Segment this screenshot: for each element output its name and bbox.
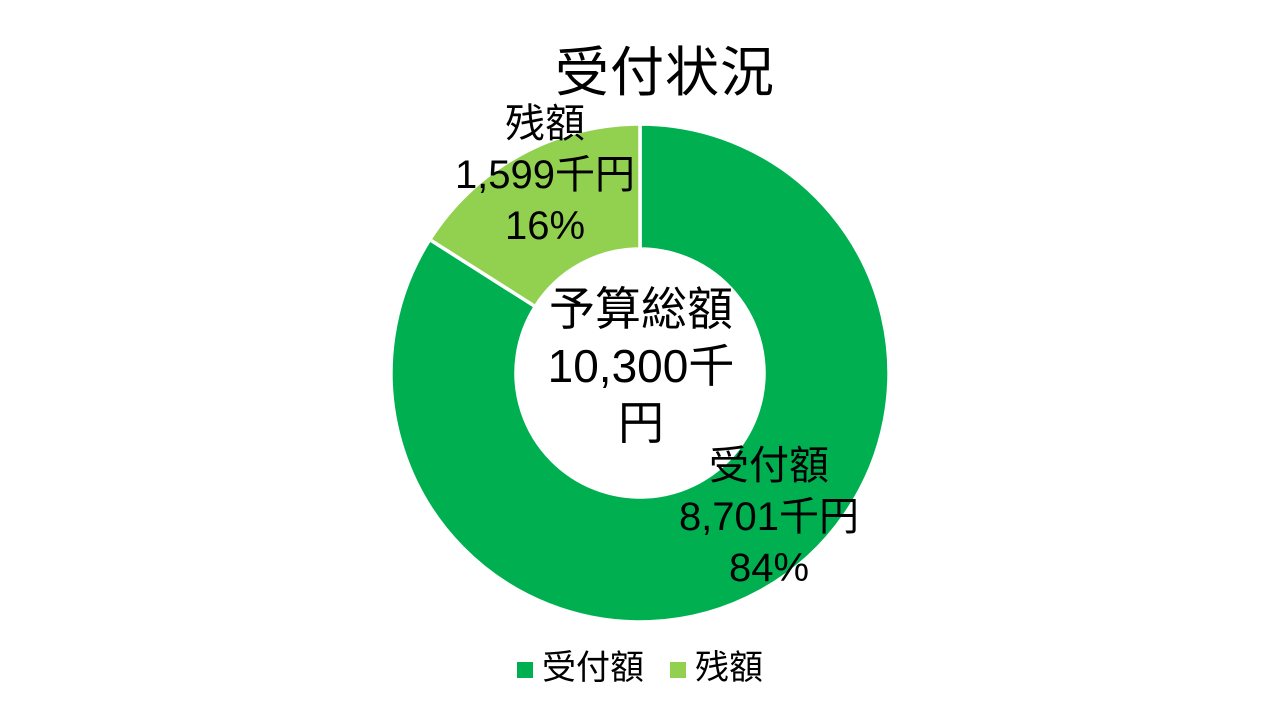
data-label-remaining-name: 残額 <box>505 102 585 146</box>
legend-swatch-remaining-icon <box>670 662 686 678</box>
donut-center-label: 予算総額 10,300千 円 <box>491 281 791 452</box>
legend-swatch-received-icon <box>517 662 533 678</box>
center-label-line1: 予算総額 <box>549 283 733 335</box>
data-label-received-value: 8,701千円 <box>678 495 860 539</box>
donut-slice-received[interactable] <box>389 122 891 624</box>
data-label-remaining-value: 1,599千円 <box>454 153 636 197</box>
legend-label-remaining: 残額 <box>695 649 763 687</box>
legend-item-remaining[interactable]: 残額 <box>670 648 763 688</box>
donut-slice-remaining[interactable] <box>428 122 642 309</box>
data-label-received-name: 受付額 <box>709 444 829 488</box>
chart-title: 受付状況 <box>555 43 775 103</box>
data-label-remaining-percent: 16% <box>504 204 586 248</box>
legend-item-received[interactable]: 受付額 <box>517 648 644 688</box>
legend-label-received: 受付額 <box>542 649 644 687</box>
data-label-received-percent: 84% <box>728 546 810 590</box>
chart-legend: 受付額 残額 <box>0 648 1280 688</box>
center-label-line2: 10,300千 <box>547 340 735 392</box>
data-label-remaining: 残額 1,599千円 16% <box>385 99 705 252</box>
center-label-line3: 円 <box>618 397 664 449</box>
data-label-received: 受付額 8,701千円 84% <box>609 441 929 594</box>
